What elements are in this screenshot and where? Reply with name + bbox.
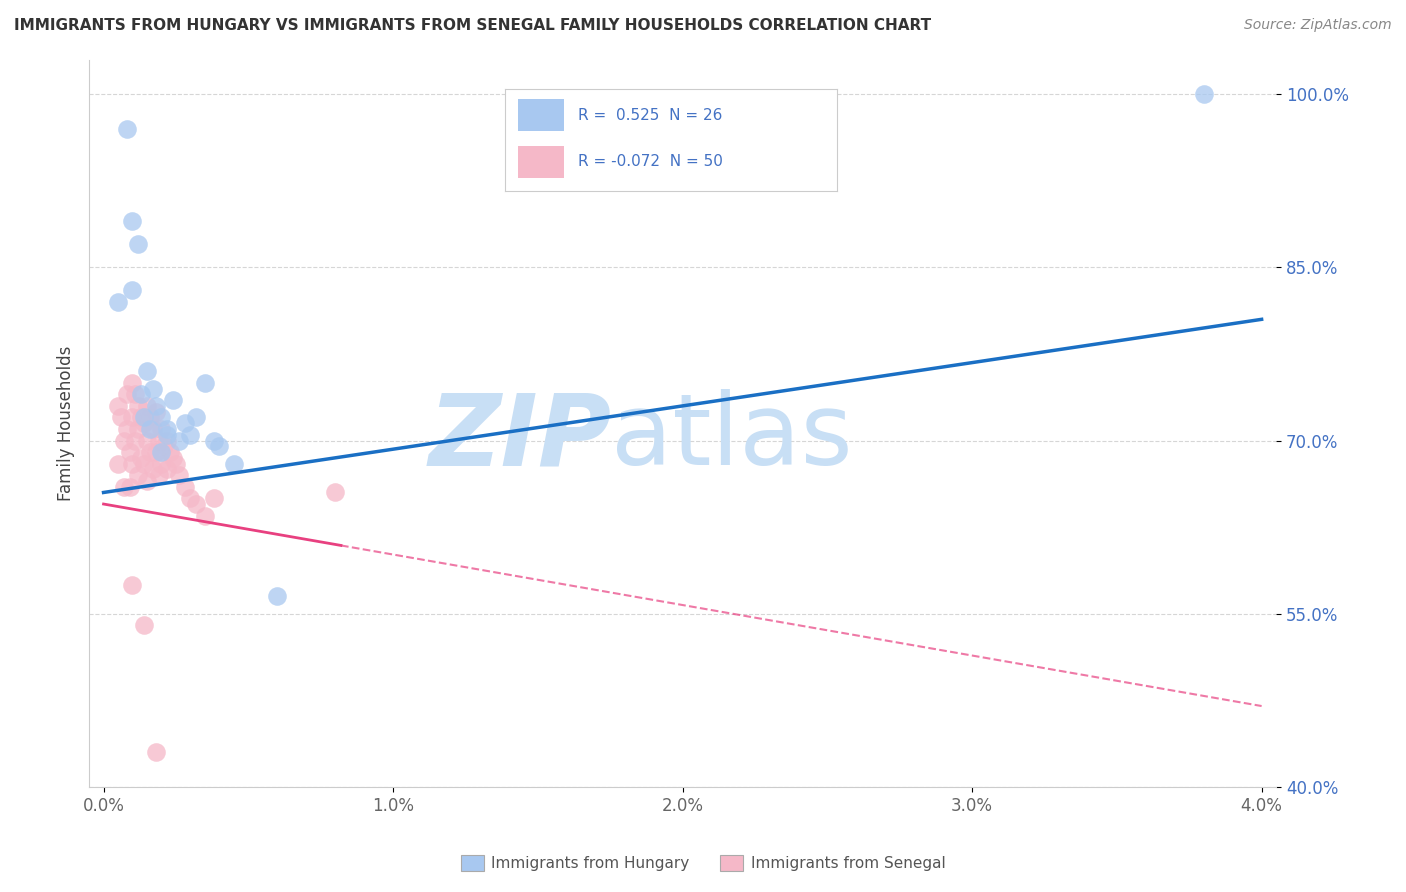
Point xyxy=(167,434,190,448)
Point xyxy=(179,491,201,506)
Point xyxy=(121,410,143,425)
Point xyxy=(132,457,155,471)
Point xyxy=(124,434,146,448)
Point xyxy=(150,410,173,425)
Point xyxy=(127,237,149,252)
Point xyxy=(139,422,162,436)
Point xyxy=(110,410,132,425)
Y-axis label: Family Households: Family Households xyxy=(58,345,75,501)
Point xyxy=(139,410,162,425)
Point xyxy=(121,284,143,298)
Point xyxy=(194,376,217,390)
Point xyxy=(266,590,288,604)
Point xyxy=(142,462,165,476)
Point xyxy=(208,439,231,453)
Point xyxy=(162,393,184,408)
Point xyxy=(121,457,143,471)
Point xyxy=(156,462,179,476)
Point xyxy=(145,405,167,419)
Point xyxy=(194,508,217,523)
Point xyxy=(136,434,159,448)
Point xyxy=(156,434,179,448)
Point xyxy=(156,427,179,442)
Point xyxy=(139,445,162,459)
Point xyxy=(145,399,167,413)
Point xyxy=(124,387,146,401)
Point xyxy=(179,427,201,442)
Point xyxy=(136,399,159,413)
Point xyxy=(156,422,179,436)
Point xyxy=(127,468,149,483)
Point xyxy=(115,387,138,401)
Point xyxy=(148,468,170,483)
Point xyxy=(118,445,141,459)
Point xyxy=(186,410,208,425)
Point xyxy=(173,480,195,494)
Point xyxy=(202,491,225,506)
Point xyxy=(107,295,129,310)
Point xyxy=(112,434,135,448)
Point xyxy=(145,445,167,459)
Point xyxy=(173,416,195,430)
Text: atlas: atlas xyxy=(612,389,853,486)
Point xyxy=(222,457,245,471)
Point xyxy=(323,485,346,500)
Point xyxy=(1192,87,1215,102)
Point xyxy=(121,214,143,228)
Point xyxy=(136,474,159,488)
Point xyxy=(121,578,143,592)
Text: ZIP: ZIP xyxy=(429,389,612,486)
Point xyxy=(165,457,187,471)
Point xyxy=(132,410,155,425)
Point xyxy=(153,439,176,453)
Point xyxy=(129,387,152,401)
Point xyxy=(127,399,149,413)
Point xyxy=(129,450,152,465)
Point xyxy=(148,434,170,448)
Point xyxy=(145,745,167,759)
Text: Source: ZipAtlas.com: Source: ZipAtlas.com xyxy=(1244,18,1392,32)
Point xyxy=(112,480,135,494)
Point xyxy=(150,422,173,436)
Point xyxy=(107,399,129,413)
Point xyxy=(159,445,181,459)
Point xyxy=(129,410,152,425)
Point xyxy=(186,497,208,511)
Point xyxy=(121,376,143,390)
Point xyxy=(162,450,184,465)
Point xyxy=(115,121,138,136)
Point xyxy=(136,364,159,378)
Point xyxy=(132,416,155,430)
Point xyxy=(127,422,149,436)
Point xyxy=(202,434,225,448)
Point xyxy=(150,457,173,471)
Point xyxy=(167,468,190,483)
Point xyxy=(142,382,165,396)
Legend: Immigrants from Hungary, Immigrants from Senegal: Immigrants from Hungary, Immigrants from… xyxy=(456,850,950,875)
Text: IMMIGRANTS FROM HUNGARY VS IMMIGRANTS FROM SENEGAL FAMILY HOUSEHOLDS CORRELATION: IMMIGRANTS FROM HUNGARY VS IMMIGRANTS FR… xyxy=(14,18,931,33)
Point xyxy=(132,618,155,632)
Point xyxy=(118,480,141,494)
Point xyxy=(142,422,165,436)
Point xyxy=(150,445,173,459)
Point xyxy=(115,422,138,436)
Point xyxy=(107,457,129,471)
